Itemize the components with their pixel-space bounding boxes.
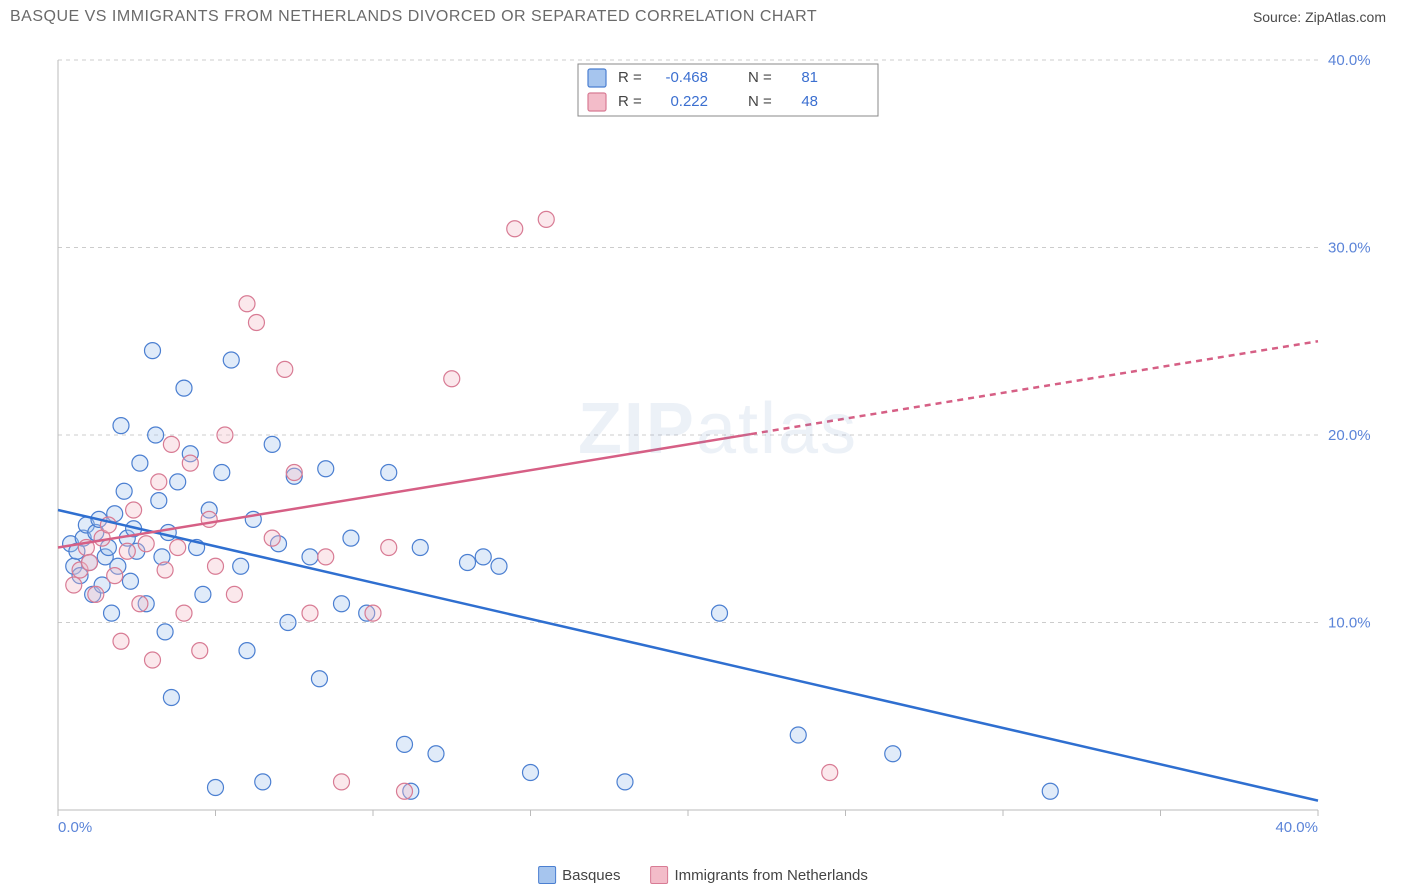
svg-text:48: 48: [801, 93, 818, 110]
svg-text:N =: N =: [748, 93, 772, 110]
svg-text:10.0%: 10.0%: [1328, 615, 1371, 632]
svg-text:81: 81: [801, 69, 818, 86]
legend-item-netherlands: Immigrants from Netherlands: [650, 866, 867, 884]
svg-text:R =: R =: [618, 69, 642, 86]
svg-text:20.0%: 20.0%: [1328, 427, 1371, 444]
svg-text:30.0%: 30.0%: [1328, 240, 1371, 257]
chart-plot-area: 0.0% 40.0% 10.0% 20.0% 30.0% 40.0% R = -0.468 N …: [48, 50, 1388, 840]
svg-text:-0.468: -0.468: [665, 69, 708, 86]
svg-text:0.0%: 0.0%: [58, 819, 92, 836]
svg-text:40.0%: 40.0%: [1275, 819, 1318, 836]
source-attribution: Source: ZipAtlas.com: [1253, 9, 1386, 25]
swatch-icon: [538, 866, 556, 884]
bottom-legend: Basques Immigrants from Netherlands: [538, 866, 868, 884]
svg-text:N =: N =: [748, 69, 772, 86]
legend-item-basques: Basques: [538, 866, 620, 884]
svg-text:0.222: 0.222: [670, 93, 708, 110]
swatch-icon: [650, 866, 668, 884]
svg-text:40.0%: 40.0%: [1328, 52, 1371, 69]
chart-title: BASQUE VS IMMIGRANTS FROM NETHERLANDS DI…: [10, 8, 817, 26]
svg-text:R =: R =: [618, 93, 642, 110]
